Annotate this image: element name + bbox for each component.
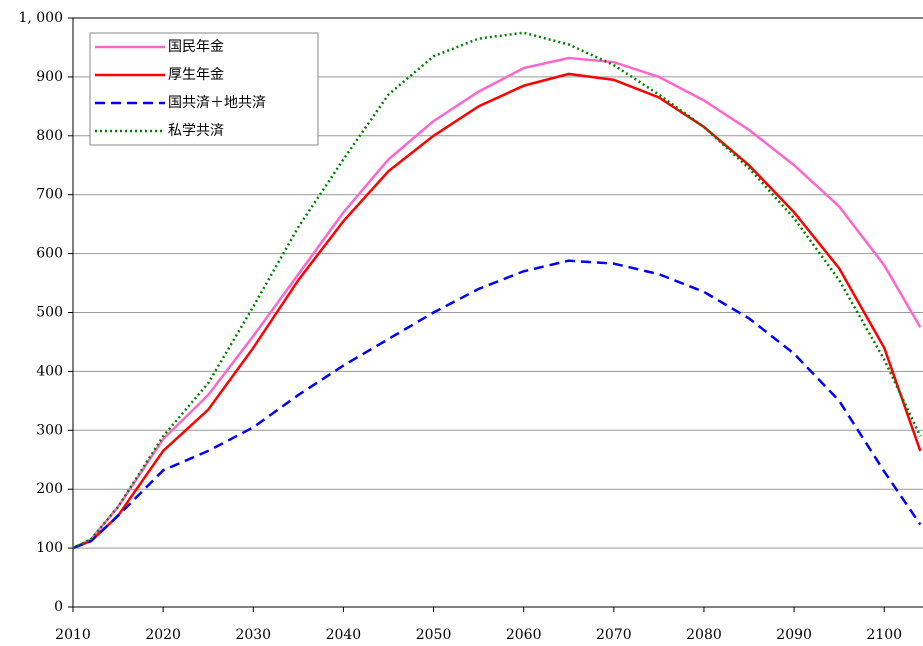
- series-line: [72, 56, 922, 550]
- x-tick-label: 2040: [326, 627, 362, 643]
- y-tick-label: 0: [54, 599, 63, 615]
- series-line: [72, 31, 922, 550]
- series-line: [72, 72, 922, 550]
- y-tick-label: 900: [36, 69, 63, 85]
- y-tick-label: 100: [36, 540, 63, 556]
- y-tick-label: 500: [36, 305, 63, 321]
- x-tick-label: 2020: [145, 627, 181, 643]
- x-tick-label: 2100: [866, 627, 902, 643]
- x-tick-label: 2030: [235, 627, 271, 643]
- y-tick-label: 700: [36, 187, 63, 203]
- y-tick-label: 200: [36, 481, 63, 497]
- y-tick-label: 800: [36, 128, 63, 144]
- y-tick-label: 600: [36, 246, 63, 262]
- y-tick-label: 400: [36, 363, 63, 379]
- legend-label: 私学共済: [168, 123, 224, 139]
- x-tick-label: 2070: [596, 627, 632, 643]
- x-tick-label: 2090: [776, 627, 812, 643]
- legend-label: 厚生年金: [168, 67, 224, 83]
- x-tick-label: 2060: [506, 627, 542, 643]
- x-tick-label: 2010: [55, 627, 91, 643]
- y-tick-label: 1, 000: [18, 10, 63, 26]
- legend-label: 国民年金: [168, 39, 224, 55]
- legend-label: 国共済＋地共済: [168, 95, 266, 111]
- x-tick-label: 2050: [416, 627, 452, 643]
- y-tick-label: 300: [36, 422, 63, 438]
- series-line: [72, 259, 922, 550]
- x-tick-label: 2080: [686, 627, 722, 643]
- legend-box: [89, 32, 319, 146]
